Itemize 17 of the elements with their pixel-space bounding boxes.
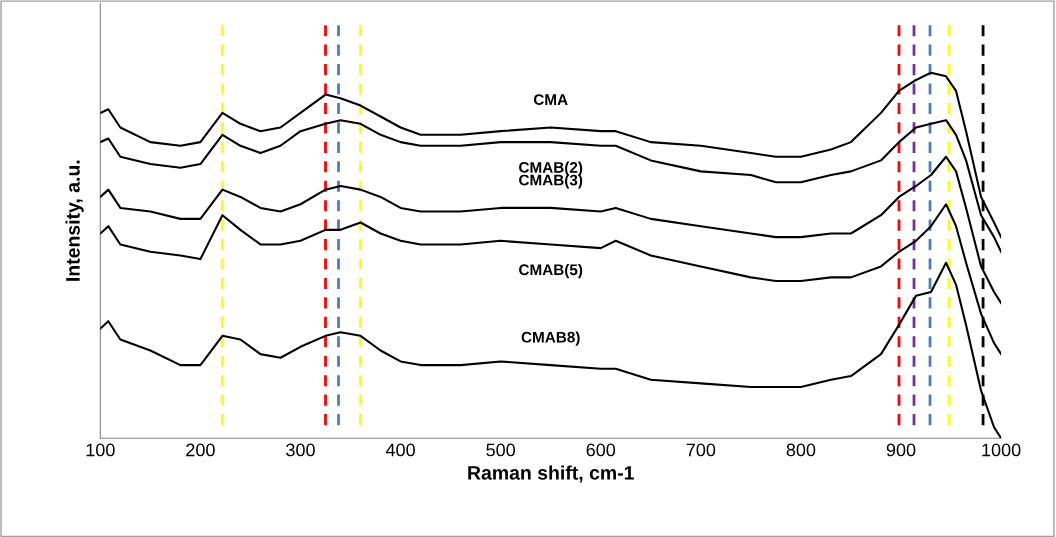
x-axis-title: Raman shift, cm-1 [468, 465, 634, 483]
series-label: CMAB(2) [519, 161, 583, 176]
series-label: CMAB8) [521, 331, 580, 346]
x-tick-label: 200 [186, 443, 215, 457]
y-axis-title: Intensity, a.u. [65, 160, 84, 281]
series-label: CMAB(5) [519, 263, 583, 279]
x-tick-label: 800 [786, 443, 816, 457]
x-tick-label: 400 [385, 443, 415, 457]
x-tick-label: 500 [486, 443, 516, 457]
x-tick-label: 600 [586, 443, 616, 457]
x-tick-label: 300 [286, 443, 315, 457]
x-tick-label: 100 [86, 443, 115, 457]
x-tick-label: 900 [886, 443, 916, 457]
x-tick-label: 1000 [982, 443, 1021, 457]
series-label: CMAB(3) [519, 174, 583, 189]
series-label: CMA [533, 94, 568, 106]
x-tick-label: 700 [686, 443, 716, 457]
